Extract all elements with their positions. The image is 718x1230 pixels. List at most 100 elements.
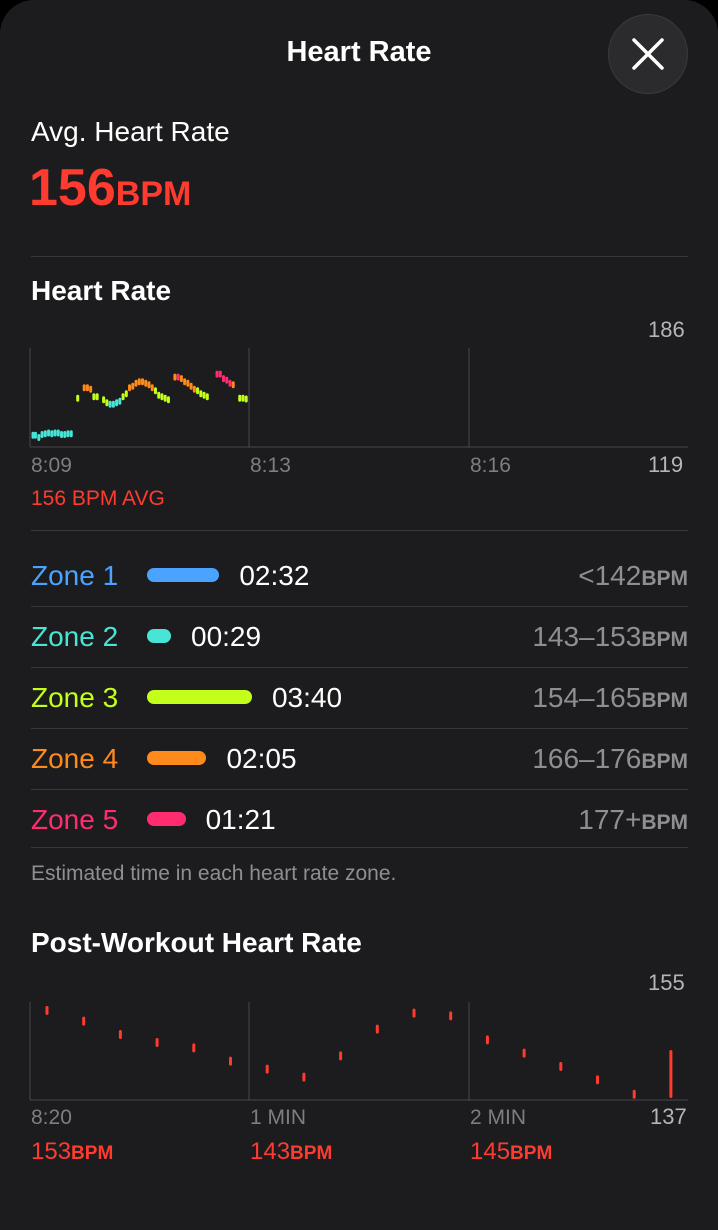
post-data-point	[449, 1011, 453, 1021]
zone-bar	[147, 812, 186, 826]
hr-data-point	[66, 430, 70, 438]
post-data-point	[118, 1030, 122, 1039]
hr-data-point	[141, 378, 145, 386]
post-bpm-2-value: 143	[250, 1138, 291, 1165]
post-y-max-label: 155	[648, 970, 685, 995]
hr-data-point	[131, 382, 135, 390]
hr-data-point	[231, 381, 235, 389]
hr-data-point	[137, 378, 141, 386]
hr-data-point	[244, 395, 248, 403]
hr-time-label-1: 8:09	[31, 454, 72, 477]
avg-heart-rate-number: 156	[29, 159, 116, 217]
zone-range: 143–153BPM	[532, 621, 688, 653]
hr-data-point	[43, 430, 47, 438]
hr-data-point	[40, 430, 44, 438]
zone-bar	[147, 751, 207, 765]
hr-data-point	[196, 387, 200, 395]
hr-data-point	[186, 379, 190, 387]
hr-data-point	[63, 430, 67, 438]
zone-divider	[31, 606, 688, 607]
zone-name: Zone 5	[31, 804, 119, 835]
post-time-label-3: 2 MIN	[470, 1106, 527, 1129]
post-bpm-1-value: 153	[31, 1138, 72, 1165]
hr-data-point	[92, 393, 96, 401]
zone-range-unit: BPM	[641, 628, 688, 651]
hr-data-point	[124, 390, 128, 398]
post-time-label-2: 1 MIN	[250, 1106, 307, 1129]
post-data-point	[192, 1043, 196, 1053]
post-workout-title: Post-Workout Heart Rate	[31, 927, 362, 958]
zone-time: 03:40	[271, 682, 343, 713]
zone-time: 01:21	[205, 804, 276, 835]
post-data-point	[375, 1024, 379, 1034]
hr-time-label-2: 8:13	[250, 454, 291, 477]
zone-row-2: Zone 2 00:29 143–153BPM	[31, 607, 688, 667]
post-data-point	[412, 1008, 416, 1018]
post-data-point	[559, 1062, 563, 1071]
hr-data-point	[228, 379, 232, 387]
post-data-point	[82, 1016, 86, 1026]
hr-data-point	[166, 396, 170, 404]
hr-data-point	[163, 394, 167, 402]
hr-data-point	[147, 381, 151, 389]
hr-data-point	[56, 429, 60, 437]
sheet-title: Heart Rate	[286, 36, 432, 68]
post-data-point	[302, 1072, 306, 1082]
post-data-point	[485, 1035, 489, 1045]
post-time-label-1: 8:20	[31, 1106, 72, 1129]
hr-data-point	[199, 390, 203, 398]
post-y-min-label: 137	[650, 1104, 687, 1129]
hr-data-point	[33, 431, 37, 439]
close-button[interactable]	[608, 14, 688, 94]
post-bpm-2: 143BPM	[250, 1138, 332, 1166]
post-data-point	[229, 1056, 232, 1066]
zone-range: 154–165BPM	[532, 682, 688, 714]
post-data-point	[339, 1051, 343, 1061]
zone-row-4: Zone 4 02:05 166–176BPM	[31, 729, 688, 789]
post-data-point	[522, 1048, 526, 1058]
hr-data-point	[121, 393, 125, 401]
hr-y-max-label: 186	[648, 317, 685, 342]
zone-bar	[147, 690, 252, 704]
hr-time-label-3: 8:16	[470, 454, 511, 477]
zone-row-3: Zone 3 03:40 154–165BPM	[31, 668, 688, 728]
hr-data-point	[157, 391, 161, 399]
zone-time: 02:05	[226, 743, 297, 774]
hr-data-point	[50, 430, 54, 438]
hr-data-point	[69, 430, 73, 438]
zone-divider	[31, 728, 688, 729]
post-bpm-2-unit: BPM	[290, 1143, 333, 1164]
zone-name: Zone 4	[31, 743, 119, 774]
post-data-point	[155, 1038, 159, 1047]
hr-data-point	[128, 384, 132, 392]
hr-data-point	[82, 384, 86, 392]
hr-data-point	[192, 385, 196, 393]
hr-data-point	[189, 382, 193, 390]
zone-range-unit: BPM	[641, 811, 688, 834]
post-data-point	[45, 1006, 49, 1015]
zone-range-value: 166–176	[532, 743, 642, 774]
divider	[31, 256, 688, 257]
zone-range-unit: BPM	[641, 689, 688, 712]
zone-range: 166–176BPM	[532, 743, 688, 775]
zone-range-unit: BPM	[641, 750, 688, 773]
hr-data-point	[111, 400, 115, 408]
hr-data-point	[205, 393, 209, 401]
hr-data-point	[115, 399, 119, 407]
zone-range: 177+BPM	[578, 804, 688, 836]
hr-data-point	[31, 431, 35, 439]
zone-row-5: Zone 5 01:21 177+BPM	[31, 790, 688, 850]
post-bpm-3-unit: BPM	[510, 1143, 553, 1164]
hr-data-point	[76, 394, 80, 402]
hr-data-point	[179, 375, 183, 383]
heart-rate-chart-title: Heart Rate	[31, 275, 172, 306]
zone-range-unit: BPM	[641, 567, 688, 590]
hr-y-min-label: 119	[648, 452, 684, 477]
hr-data-point	[153, 387, 157, 395]
hr-data-point	[60, 430, 64, 438]
zone-time: 02:32	[239, 560, 310, 591]
post-data-point	[596, 1075, 599, 1085]
zone-name: Zone 3	[31, 682, 119, 713]
hr-data-point	[89, 385, 93, 393]
